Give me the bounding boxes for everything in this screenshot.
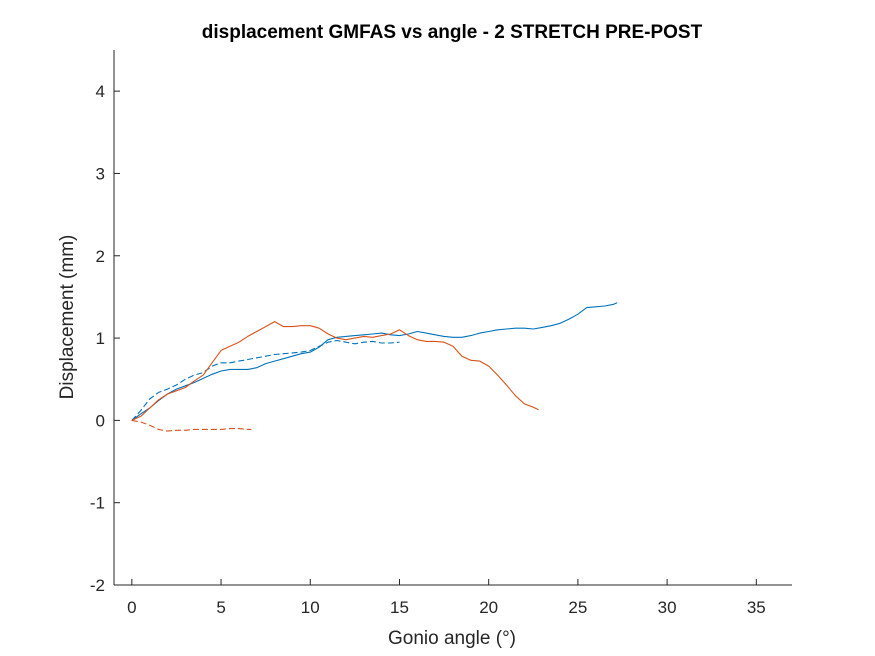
axes: 0 5 10 15 20 25 30 35 -2 -1 0 1 2 3 4 — [90, 50, 792, 617]
series-line-4 — [131, 419, 252, 432]
y-tick-label: -2 — [90, 576, 105, 595]
y-tick-label: 4 — [96, 82, 105, 101]
x-tick-label: 10 — [301, 598, 320, 617]
series-line-2 — [131, 339, 400, 421]
x-tick-label: 15 — [390, 598, 409, 617]
x-tick-label: 0 — [127, 598, 136, 617]
x-tick-label: 25 — [568, 598, 587, 617]
y-tick-label: -1 — [90, 494, 105, 513]
x-tick-label: 5 — [216, 598, 225, 617]
x-axis-label: Gonio angle (°) — [388, 628, 516, 649]
chart-title: displacement GMFAS vs angle - 2 STRETCH … — [202, 22, 703, 43]
plot-lines — [131, 302, 618, 432]
x-tick-label: 30 — [658, 598, 677, 617]
x-tick-label: 35 — [747, 598, 766, 617]
y-tick-label: 3 — [96, 164, 105, 183]
y-axis-label: Displacement (mm) — [57, 235, 78, 400]
y-tick-label: 0 — [96, 411, 105, 430]
x-tick-label: 20 — [479, 598, 498, 617]
y-tick-label: 1 — [96, 329, 105, 348]
series-line-1 — [131, 302, 618, 421]
y-tick-label: 2 — [96, 247, 105, 266]
series-line-3 — [131, 321, 539, 421]
